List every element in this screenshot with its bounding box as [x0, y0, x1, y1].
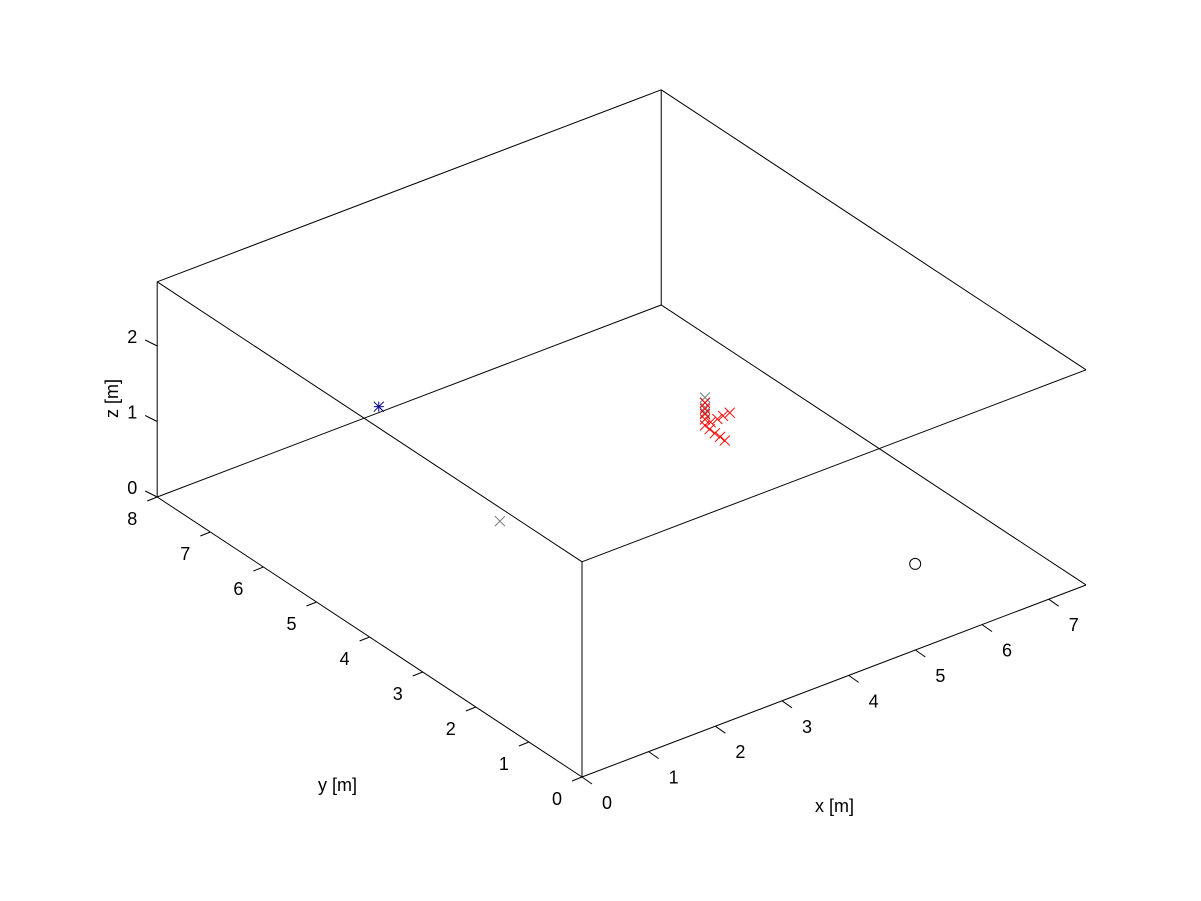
x-tick	[781, 700, 793, 709]
circle-mark	[909, 557, 922, 570]
z-tick-label: 0	[127, 478, 137, 498]
y-tick	[306, 601, 317, 607]
y-axis-label: y [m]	[318, 775, 357, 795]
x-tick	[848, 674, 859, 683]
cross-marker	[699, 420, 711, 431]
marker-stroke	[699, 420, 711, 431]
z-tick	[144, 415, 158, 422]
marker-stroke	[714, 431, 726, 443]
y-tick-label: 5	[287, 614, 297, 634]
y-tick-label: 0	[552, 789, 562, 809]
cross-marker	[724, 407, 736, 419]
box-edge	[157, 304, 662, 498]
marker-stroke	[699, 392, 711, 403]
marker-stroke	[704, 423, 715, 435]
x-tick	[981, 624, 993, 633]
z-tick	[144, 490, 158, 498]
y-tick	[200, 531, 211, 537]
cross-marker	[704, 423, 715, 435]
z-tick-label: 1	[127, 403, 137, 423]
marker-stroke	[712, 413, 723, 425]
cross-marker	[699, 397, 711, 409]
x-tick-label: 1	[669, 768, 679, 788]
marker-stroke	[709, 427, 721, 439]
cross-marker	[712, 413, 723, 425]
y-tick-label: 7	[180, 544, 190, 564]
cross-marker	[714, 431, 726, 443]
y-tick	[253, 566, 264, 572]
cross-marker	[699, 408, 711, 420]
y-tick-label: 8	[127, 509, 137, 529]
z-tick	[144, 339, 158, 347]
x-tick-label: 0	[602, 793, 612, 813]
marker-stroke	[494, 515, 506, 527]
marker-stroke	[717, 410, 729, 422]
axes-box	[156, 89, 1087, 778]
y-tick	[359, 636, 370, 642]
cross-marker	[699, 403, 711, 415]
cross-marker	[709, 427, 721, 439]
box-edge	[156, 281, 583, 563]
y-tick-label: 4	[340, 649, 350, 669]
box-edge	[660, 304, 1087, 586]
x-axis-label: x [m]	[815, 796, 854, 816]
y-tick	[412, 671, 423, 677]
y-tick	[465, 706, 476, 712]
x-tick	[581, 776, 593, 785]
x-tick-label: 6	[1002, 641, 1012, 661]
z-axis-label: z [m]	[102, 379, 122, 418]
marker-stroke	[724, 407, 736, 419]
x-tick	[1048, 598, 1059, 607]
x-tick	[648, 751, 659, 760]
marker-stroke	[699, 408, 711, 420]
y-tick-label: 2	[446, 719, 456, 739]
cross-marker	[719, 435, 731, 446]
box-edge	[581, 369, 1087, 563]
marker-stroke	[705, 416, 716, 428]
axis-ticks: 0 1 2 3 4 5 6 7 0 1 2 3 4 5 6 7 8 0 1 2	[127, 327, 1079, 813]
cross-marker	[494, 515, 506, 527]
circle-marker	[909, 557, 922, 570]
y-tick-label: 1	[499, 754, 509, 774]
y-tick	[518, 741, 530, 747]
x-tick	[715, 725, 726, 734]
z-tick-label: 2	[127, 327, 137, 347]
x-tick-label: 4	[869, 691, 879, 711]
x-tick-label: 3	[802, 717, 812, 737]
x-tick-label: 2	[735, 742, 745, 762]
x-axis-line	[581, 584, 1087, 778]
x-tick-label: 7	[1069, 615, 1079, 635]
x-tick	[915, 649, 926, 658]
box-edge	[660, 89, 1087, 371]
y-tick	[571, 776, 583, 782]
cross-marker	[717, 410, 729, 422]
y-tick-label: 3	[393, 684, 403, 704]
asterisk-marker	[373, 401, 385, 413]
data-markers	[373, 392, 922, 570]
marker-stroke	[719, 435, 731, 446]
marker-stroke	[699, 403, 711, 415]
y-tick	[147, 496, 158, 502]
y-tick-label: 6	[233, 579, 243, 599]
box-edge	[157, 89, 662, 283]
x-tick-label: 5	[935, 666, 945, 686]
cross-marker	[699, 392, 711, 403]
